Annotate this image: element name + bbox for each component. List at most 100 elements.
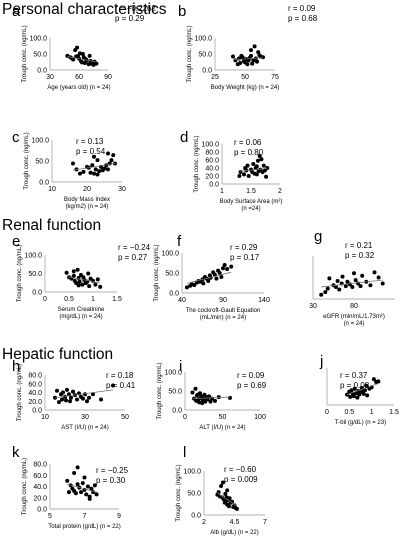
y-tick-label: 0.0 — [202, 68, 212, 75]
data-point — [364, 383, 369, 388]
y-tick-label: 0.0 — [32, 290, 42, 297]
x-tick-label: 50 — [219, 414, 227, 421]
panel-letter-h: h — [12, 358, 20, 375]
y-tick-label: 50.0 — [168, 389, 182, 396]
y-axis-label: Trough conc. (ng/mL) — [17, 364, 23, 421]
data-point — [358, 284, 363, 289]
stat-p: p = 0.69 — [237, 381, 267, 390]
y-axis-label: Trough conc. (ng/mL) — [154, 244, 160, 301]
data-point — [95, 277, 100, 282]
data-point — [245, 163, 250, 168]
panel-letter-a: a — [12, 3, 21, 20]
data-point — [85, 484, 90, 489]
stat-p: p = 0.30 — [96, 476, 126, 485]
x-axis-label: Body Mass Index — [64, 197, 110, 203]
data-point — [111, 153, 116, 158]
data-point — [254, 172, 259, 177]
y-tick-label: 60.0 — [28, 381, 42, 388]
data-point — [220, 480, 225, 485]
data-point — [353, 278, 358, 283]
data-point — [250, 61, 255, 66]
data-point — [94, 61, 99, 66]
data-point — [256, 50, 261, 55]
x-tick-label: 4.5 — [230, 519, 240, 526]
trend-line — [72, 163, 116, 171]
x-tick-label: 100 — [254, 414, 266, 421]
chart-j: j 0 0.5 1 1.5T-bil (g/dL) (n = 23) r = 0.37p … — [319, 353, 399, 426]
data-point — [71, 389, 75, 394]
trend-line — [66, 276, 101, 284]
x-axis-label: eGFR (min/mL/1.73m²) — [323, 314, 385, 320]
stat-r: r = −0.60 — [224, 465, 257, 474]
x-axis-label: The cockroft-Gault Equation — [186, 308, 261, 314]
data-point — [257, 154, 262, 158]
data-point — [95, 172, 100, 177]
y-tick-label: 20.0 — [28, 399, 42, 406]
data-point — [333, 284, 338, 289]
data-point — [352, 386, 357, 391]
x-axis-label: (n =24) — [241, 206, 260, 212]
chart-g: g 30 80 eGFR (min/mL/1.73m²)(n = 24) r = 0.2… — [309, 228, 395, 327]
x-tick-label: 75 — [271, 74, 279, 81]
data-point — [229, 264, 234, 269]
data-point — [240, 55, 245, 60]
section-title-renal: Renal function — [2, 217, 102, 234]
data-point — [242, 172, 247, 177]
y-tick-label: 0.0 — [39, 180, 49, 187]
data-point — [61, 390, 65, 395]
trend-line — [239, 168, 268, 172]
x-axis-label: Serum Creatinine — [58, 307, 105, 313]
data-point — [98, 284, 103, 289]
x-axis-label: ALT (I/U) (n = 24) — [199, 425, 245, 431]
x-tick-label: 10 — [48, 186, 56, 193]
data-point — [376, 275, 381, 280]
y-tick-label: 0.0 — [172, 408, 182, 415]
data-point — [259, 157, 264, 162]
x-tick-label: 80 — [350, 303, 358, 310]
data-point — [84, 492, 89, 497]
data-point — [75, 267, 80, 272]
y-tick-label: 0.0 — [209, 182, 219, 189]
x-tick-label: 1 — [220, 188, 224, 195]
data-point — [79, 490, 84, 495]
trend-line — [346, 383, 379, 396]
data-point — [340, 274, 345, 279]
stat-r: r = 0.21 — [345, 241, 373, 250]
data-point — [57, 400, 61, 405]
data-point — [75, 397, 79, 402]
x-tick-label: 140 — [258, 297, 270, 304]
data-point — [365, 393, 370, 398]
y-tick-label: 60.0 — [205, 158, 219, 165]
y-tick-label: 100.0 — [29, 36, 47, 43]
data-point — [200, 401, 205, 406]
x-axis-label: Body Surface Area (m²) — [220, 199, 283, 205]
data-point — [219, 483, 224, 488]
data-point — [234, 506, 239, 511]
trend-line — [186, 271, 232, 284]
data-point — [75, 465, 80, 470]
data-point — [198, 279, 203, 284]
y-axis-label: Trough conc. (ng/mL) — [157, 362, 163, 419]
y-tick-label: 40.0 — [28, 390, 42, 397]
x-axis-label: (mg/dL) (n = 24) — [59, 314, 102, 320]
chart-h: h 0.0 20.0 40.0 60.080.0 10 30 50 Trough conc. (… — [12, 358, 136, 431]
x-axis-label: Body Weight (kg) (n = 24) — [211, 85, 279, 91]
x-tick-label: 2 — [202, 519, 206, 526]
y-axis-label: Trough conc. (ng/mL) — [187, 25, 193, 82]
data-point — [207, 394, 211, 399]
x-tick-label: 2 — [278, 188, 282, 195]
stat-p: p = 0.27 — [118, 253, 148, 262]
data-point — [265, 166, 270, 170]
x-axis-label: AST (I/U) (n = 24) — [61, 425, 108, 431]
x-tick-label: 9 — [117, 513, 121, 520]
stat-p: p = 0.29 — [115, 14, 145, 23]
data-point — [376, 379, 381, 384]
stat-r: r = 0.09 — [237, 371, 265, 380]
stat-p: p = 0.32 — [345, 251, 375, 260]
data-point — [327, 276, 332, 281]
data-point — [71, 57, 76, 62]
data-point — [355, 395, 360, 400]
data-point — [106, 167, 110, 172]
stat-r: r = 0.13 — [76, 137, 104, 146]
